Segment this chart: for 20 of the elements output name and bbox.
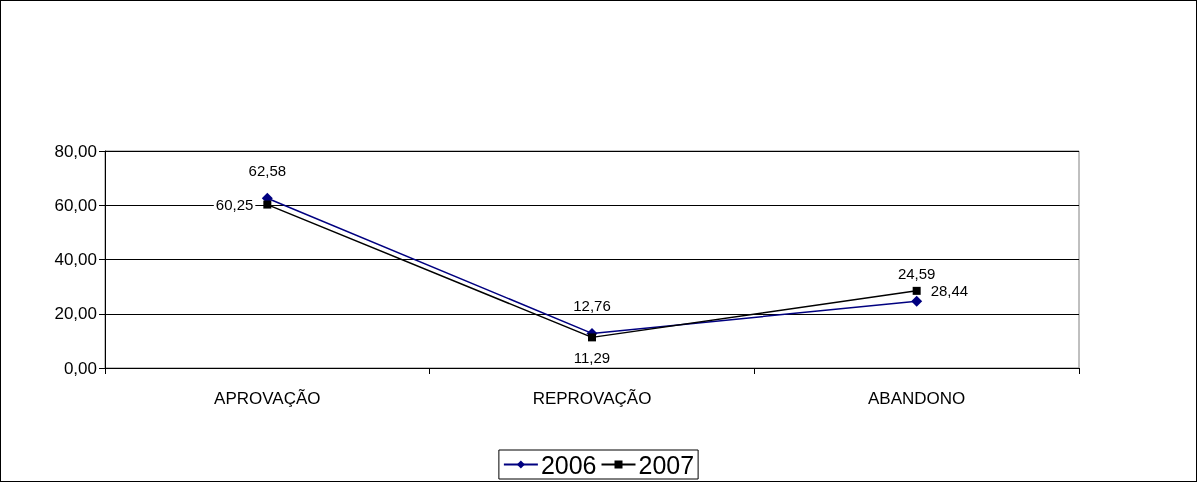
data-label: 24,59 [897,264,936,282]
data-label: 28,44 [930,282,969,300]
data-label: 11,29 [573,349,611,367]
y-tick-label: 0,00 [63,358,97,378]
y-tick-label: 60,00 [54,195,97,215]
x-tick-label: ABANDONO [868,389,966,408]
y-tick-label: 40,00 [54,250,97,269]
legend-label: 2006 [540,450,597,479]
data-label: 62,58 [248,161,287,179]
point [911,295,923,307]
point [588,333,596,342]
data-label: 12,76 [573,296,611,314]
x-tick-label: APROVAÇÃO [214,389,321,408]
y-tick-label: 20,00 [54,304,97,324]
x-tick-label: REPROVAÇÃO [532,389,652,408]
legend-label: 2007 [638,450,695,479]
point [912,286,921,295]
y-tick-label: 80,00 [54,141,97,161]
data-label: 60,25 [215,196,254,214]
point [263,200,272,209]
